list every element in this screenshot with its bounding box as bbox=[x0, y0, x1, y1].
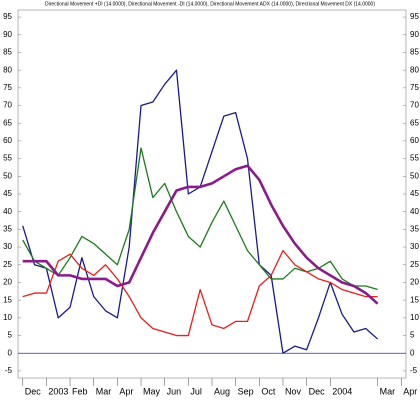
x-tick-label: Aug bbox=[214, 386, 230, 396]
x-tick-label: Sep bbox=[238, 386, 254, 396]
x-tick-label: Apr bbox=[403, 386, 417, 396]
y-tick-label: 15 bbox=[3, 295, 12, 304]
y2-tick-label: 35 bbox=[410, 224, 419, 233]
y-tick-label: 60 bbox=[3, 136, 12, 145]
x-tick-label: Apr bbox=[119, 386, 133, 396]
y2-tick-label: 95 bbox=[410, 12, 419, 21]
y2-tick-label: 55 bbox=[410, 154, 419, 163]
y-tick-label: 95 bbox=[3, 12, 12, 21]
y-tick-label: 90 bbox=[3, 30, 12, 39]
y2-tick-label: 70 bbox=[410, 101, 419, 110]
y-tick-label: -5 bbox=[5, 366, 13, 375]
y2-tick-label: 65 bbox=[410, 118, 419, 127]
y-tick-label: 65 bbox=[3, 118, 12, 127]
y-tick-label: 70 bbox=[3, 101, 12, 110]
x-tick-label: 2003 bbox=[48, 386, 68, 396]
y-tick-label: 50 bbox=[3, 171, 12, 180]
y-tick-label: 80 bbox=[3, 65, 12, 74]
y-tick-label: 35 bbox=[3, 224, 12, 233]
x-tick-label: Feb bbox=[72, 386, 88, 396]
y-tick-label: 40 bbox=[3, 207, 12, 216]
y-tick-label: 25 bbox=[3, 260, 12, 269]
y-tick-label: 30 bbox=[3, 242, 12, 251]
y-tick-label: 0 bbox=[8, 348, 13, 357]
y2-tick-label: 80 bbox=[410, 65, 419, 74]
y2-tick-label: 75 bbox=[410, 83, 419, 92]
y-tick-label: 85 bbox=[3, 48, 12, 57]
y2-tick-label: 0 bbox=[410, 348, 415, 357]
y-tick-label: 75 bbox=[3, 83, 12, 92]
y2-tick-label: 85 bbox=[410, 48, 419, 57]
y-tick-label: 45 bbox=[3, 189, 12, 198]
x-tick-label: Nov bbox=[285, 386, 302, 396]
x-tick-label: Jun bbox=[167, 386, 182, 396]
y2-tick-label: 30 bbox=[410, 242, 419, 251]
y2-tick-label: 50 bbox=[410, 171, 419, 180]
y-tick-label: 5 bbox=[8, 331, 13, 340]
y2-tick-label: 25 bbox=[410, 260, 419, 269]
series-line bbox=[22, 249, 378, 337]
x-tick-label: Dec bbox=[309, 386, 326, 396]
y2-tick-label: 90 bbox=[410, 30, 419, 39]
y-tick-label: 55 bbox=[3, 154, 12, 163]
y2-tick-label: -5 bbox=[410, 366, 418, 375]
x-tick-label: Mar bbox=[96, 386, 112, 396]
y-tick-label: 10 bbox=[3, 313, 12, 322]
y-tick-label: 20 bbox=[3, 278, 12, 287]
chart-title: Directional Movement +DI (14.0000), Dire… bbox=[45, 1, 375, 7]
x-tick-label: Jul bbox=[190, 386, 202, 396]
y2-tick-label: 60 bbox=[410, 136, 419, 145]
series-line bbox=[22, 164, 379, 305]
y2-tick-label: 10 bbox=[410, 313, 419, 322]
x-tick-label: Dec bbox=[25, 386, 42, 396]
x-tick-label: 2004 bbox=[332, 386, 352, 396]
y2-tick-label: 45 bbox=[410, 189, 419, 198]
y2-tick-label: 15 bbox=[410, 295, 419, 304]
x-tick-label: Oct bbox=[261, 386, 276, 396]
x-tick-label: May bbox=[143, 386, 161, 396]
y2-tick-label: 5 bbox=[410, 331, 415, 340]
x-tick-label: Mar bbox=[380, 386, 396, 396]
y2-tick-label: 40 bbox=[410, 207, 419, 216]
y2-tick-label: 20 bbox=[410, 278, 419, 287]
